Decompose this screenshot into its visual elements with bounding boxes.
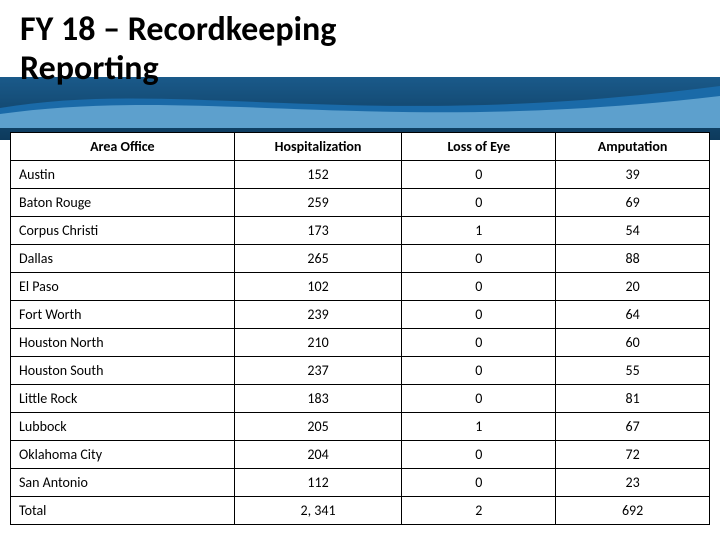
table-row: Lubbock 205 1 67 [11,413,710,441]
table-header-row: Area Office Hospitalization Loss of Eye … [11,133,710,161]
table-row: Oklahoma City 204 0 72 [11,441,710,469]
cell-office: Houston South [11,357,235,385]
cell-hosp: 152 [234,161,402,189]
cell-amp: 67 [556,413,710,441]
cell-eye: 0 [402,385,556,413]
cell-eye: 1 [402,413,556,441]
cell-hosp: 173 [234,217,402,245]
cell-amp: 20 [556,273,710,301]
title-line-1: FY 18 – Recordkeeping [20,9,336,50]
cell-hosp: 237 [234,357,402,385]
table-row: Corpus Christi 173 1 54 [11,217,710,245]
cell-amp: 39 [556,161,710,189]
cell-eye: 0 [402,245,556,273]
cell-eye: 0 [402,329,556,357]
cell-eye: 1 [402,217,556,245]
cell-hosp: 2, 341 [234,497,402,525]
table-row: Baton Rouge 259 0 69 [11,189,710,217]
cell-amp: 60 [556,329,710,357]
cell-amp: 81 [556,385,710,413]
cell-eye: 0 [402,161,556,189]
cell-office: Little Rock [11,385,235,413]
table-row: Austin 152 0 39 [11,161,710,189]
cell-eye: 0 [402,273,556,301]
cell-office: Houston North [11,329,235,357]
cell-hosp: 102 [234,273,402,301]
cell-hosp: 183 [234,385,402,413]
cell-office: Austin [11,161,235,189]
cell-eye: 0 [402,189,556,217]
cell-amp: 23 [556,469,710,497]
table-row: Houston South 237 0 55 [11,357,710,385]
cell-eye: 2 [402,497,556,525]
cell-office: Total [11,497,235,525]
data-table-container: Area Office Hospitalization Loss of Eye … [10,132,710,525]
cell-amp: 72 [556,441,710,469]
table-row: El Paso 102 0 20 [11,273,710,301]
col-header-hospitalization: Hospitalization [234,133,402,161]
cell-hosp: 112 [234,469,402,497]
cell-amp: 54 [556,217,710,245]
cell-hosp: 210 [234,329,402,357]
cell-office: El Paso [11,273,235,301]
cell-office: Corpus Christi [11,217,235,245]
cell-eye: 0 [402,301,556,329]
cell-office: Oklahoma City [11,441,235,469]
table-body: Austin 152 0 39 Baton Rouge 259 0 69 Cor… [11,161,710,525]
col-header-loss-of-eye: Loss of Eye [402,133,556,161]
col-header-amputation: Amputation [556,133,710,161]
cell-amp: 64 [556,301,710,329]
col-header-area-office: Area Office [11,133,235,161]
cell-hosp: 239 [234,301,402,329]
cell-office: San Antonio [11,469,235,497]
cell-office: Lubbock [11,413,235,441]
cell-eye: 0 [402,357,556,385]
table-row: San Antonio 112 0 23 [11,469,710,497]
page-title: FY 18 – Recordkeeping Reporting [0,0,720,88]
cell-office: Dallas [11,245,235,273]
cell-hosp: 205 [234,413,402,441]
cell-amp: 69 [556,189,710,217]
cell-hosp: 204 [234,441,402,469]
cell-amp: 55 [556,357,710,385]
cell-amp: 692 [556,497,710,525]
table-row: Dallas 265 0 88 [11,245,710,273]
title-line-2: Reporting [20,48,159,89]
cell-hosp: 265 [234,245,402,273]
cell-eye: 0 [402,441,556,469]
cell-eye: 0 [402,469,556,497]
table-row: Fort Worth 239 0 64 [11,301,710,329]
table-row-total: Total 2, 341 2 692 [11,497,710,525]
cell-amp: 88 [556,245,710,273]
table-row: Houston North 210 0 60 [11,329,710,357]
cell-office: Baton Rouge [11,189,235,217]
table-row: Little Rock 183 0 81 [11,385,710,413]
cell-hosp: 259 [234,189,402,217]
recordkeeping-table: Area Office Hospitalization Loss of Eye … [10,132,710,525]
cell-office: Fort Worth [11,301,235,329]
